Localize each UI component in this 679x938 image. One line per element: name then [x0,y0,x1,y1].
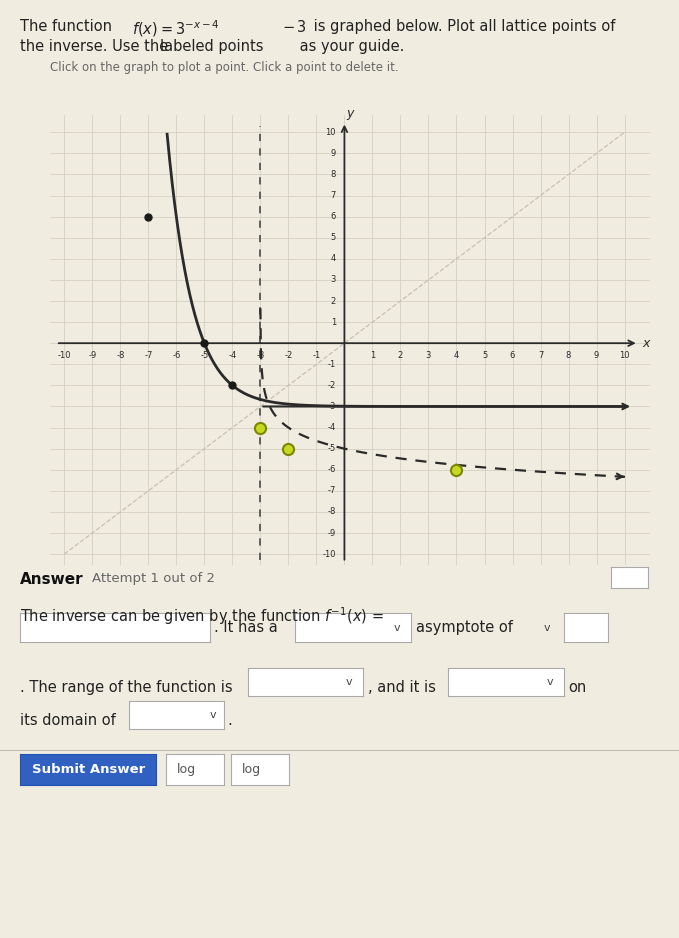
Text: -6: -6 [328,465,336,475]
Text: v: v [209,710,216,719]
Text: Answer: Answer [20,572,84,587]
Text: -2: -2 [285,351,293,359]
Text: Attempt 1 out of 2: Attempt 1 out of 2 [92,572,215,585]
Text: -9: -9 [328,528,336,537]
Text: -7: -7 [144,351,153,359]
Text: log: log [177,764,196,776]
Text: labeled points: labeled points [160,39,263,54]
Text: -3: -3 [256,351,265,359]
Text: Click on the graph to plot a point. Click a point to delete it.: Click on the graph to plot a point. Clic… [50,61,399,74]
Text: $f(x)=3^{-x-4}$: $f(x)=3^{-x-4}$ [132,19,220,39]
Text: -5: -5 [200,351,208,359]
Text: asymptote of: asymptote of [416,620,513,635]
Text: is graphed below. Plot all lattice points of: is graphed below. Plot all lattice point… [309,19,615,34]
Text: The inverse can be given by the function $f^{-1}(x)$ =: The inverse can be given by the function… [20,605,384,627]
Text: -10: -10 [323,550,336,559]
Text: y: y [346,107,354,119]
Text: -4: -4 [228,351,236,359]
Text: 2: 2 [398,351,403,359]
Text: -10: -10 [58,351,71,359]
Text: 8: 8 [566,351,571,359]
Text: .: . [227,713,232,728]
Text: 4: 4 [331,254,336,264]
Text: -1: -1 [312,351,320,359]
Text: 6: 6 [331,212,336,221]
Text: . It has a: . It has a [214,620,278,635]
Text: -6: -6 [172,351,181,359]
Text: $-\,3$: $-\,3$ [282,19,306,35]
Text: -4: -4 [328,423,336,432]
Text: on: on [568,680,587,695]
Text: -8: -8 [116,351,124,359]
Text: 10: 10 [325,128,336,137]
Text: its domain of: its domain of [20,713,116,728]
Text: 6: 6 [510,351,515,359]
Text: 8: 8 [331,170,336,179]
Text: log: log [242,764,261,776]
Text: v: v [346,677,352,687]
Text: . The range of the function is: . The range of the function is [20,680,233,695]
Text: -2: -2 [328,381,336,390]
Text: The function: The function [20,19,117,34]
Text: 9: 9 [331,149,336,158]
Text: the inverse. Use the: the inverse. Use the [20,39,173,54]
Text: 2: 2 [331,296,336,306]
Text: v: v [547,677,553,687]
Text: 5: 5 [482,351,487,359]
Text: 4: 4 [454,351,459,359]
Text: -9: -9 [88,351,96,359]
Text: v: v [394,623,400,632]
Text: Submit Answer: Submit Answer [32,764,145,776]
Text: -8: -8 [328,507,336,517]
Text: 9: 9 [594,351,599,359]
Text: -7: -7 [328,486,336,495]
Text: 7: 7 [538,351,543,359]
Text: 1: 1 [331,318,336,326]
Text: 7: 7 [331,191,336,200]
Text: v: v [543,623,550,632]
Text: 10: 10 [619,351,630,359]
Text: -3: -3 [328,402,336,411]
Text: 1: 1 [370,351,375,359]
Text: -5: -5 [328,445,336,453]
Text: , and it is: , and it is [368,680,436,695]
Text: -1: -1 [328,360,336,369]
Text: 3: 3 [331,276,336,284]
Text: x: x [643,337,650,350]
Text: 3: 3 [426,351,431,359]
Text: as your guide.: as your guide. [295,39,405,54]
Text: 5: 5 [331,234,336,242]
